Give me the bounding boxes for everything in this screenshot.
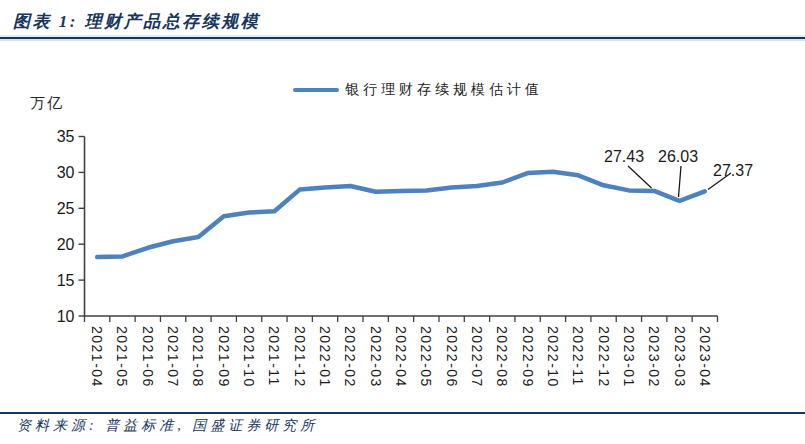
y-tick-label: 25 (57, 200, 75, 217)
x-tick-label: 2022-06 (444, 326, 460, 388)
x-tick-label: 2022-09 (520, 326, 536, 388)
x-tick-label: 2022-10 (545, 326, 561, 388)
x-tick-label: 2021-10 (241, 326, 257, 388)
annotation-label: 27.37 (713, 162, 753, 179)
x-tick-label: 2022-03 (368, 326, 384, 388)
title-divider (0, 37, 805, 39)
x-tick-label: 2023-04 (697, 326, 713, 388)
x-tick-label: 2022-01 (317, 326, 333, 388)
x-tick-label: 2021-09 (216, 326, 232, 388)
annotation-leader (628, 166, 652, 188)
data-line (97, 172, 705, 257)
x-tick-label: 2022-07 (469, 326, 485, 388)
y-tick-label: 10 (57, 308, 75, 325)
source-note: 资料来源: 普益标准, 国盛证券研究所 (17, 417, 318, 435)
y-axis-unit-label: 万亿 (30, 94, 64, 113)
x-tick-label: 2021-05 (114, 326, 130, 388)
x-tick-label: 2023-01 (621, 326, 637, 388)
x-tick-label: 2021-06 (140, 326, 156, 388)
annotation-label: 27.43 (604, 148, 644, 165)
x-tick-label: 2022-08 (494, 326, 510, 388)
y-tick-label: 30 (57, 164, 75, 181)
legend-line-swatch (293, 88, 339, 92)
x-tick-label: 2022-11 (570, 326, 586, 387)
x-tick-label: 2021-11 (266, 326, 282, 387)
x-tick-label: 2022-04 (393, 326, 409, 388)
footer-divider (0, 412, 805, 414)
annotation-label: 26.03 (658, 148, 698, 165)
x-tick-label: 2022-05 (418, 326, 434, 388)
x-tick-label: 2021-12 (292, 326, 308, 388)
x-tick-label: 2021-08 (190, 326, 206, 388)
figure-title: 图表 1: 理财产品总存续规模 (13, 10, 260, 33)
chart-legend: 银行理财存续规模估计值 (293, 82, 543, 97)
y-tick-label: 15 (57, 272, 75, 289)
x-tick-label: 2023-02 (646, 326, 662, 388)
x-tick-label: 2022-12 (596, 326, 612, 388)
y-tick-label: 20 (57, 236, 75, 253)
y-tick-label: 35 (57, 128, 75, 145)
legend-label: 银行理财存续规模估计值 (345, 81, 543, 99)
line-chart: 35 30 25 20 15 10 2021-04 2021-05 2021-06 2021-07… (0, 120, 805, 410)
annotation-leader (679, 166, 682, 197)
x-tick-label: 2021-07 (165, 326, 181, 388)
report-figure: 图表 1: 理财产品总存续规模 银行理财存续规模估计值 万亿 35 30 25 20 1… (0, 0, 805, 444)
x-tick-label: 2021-04 (89, 326, 105, 388)
x-tick-label: 2023-03 (672, 326, 688, 388)
x-tick-label: 2022-02 (342, 326, 358, 388)
